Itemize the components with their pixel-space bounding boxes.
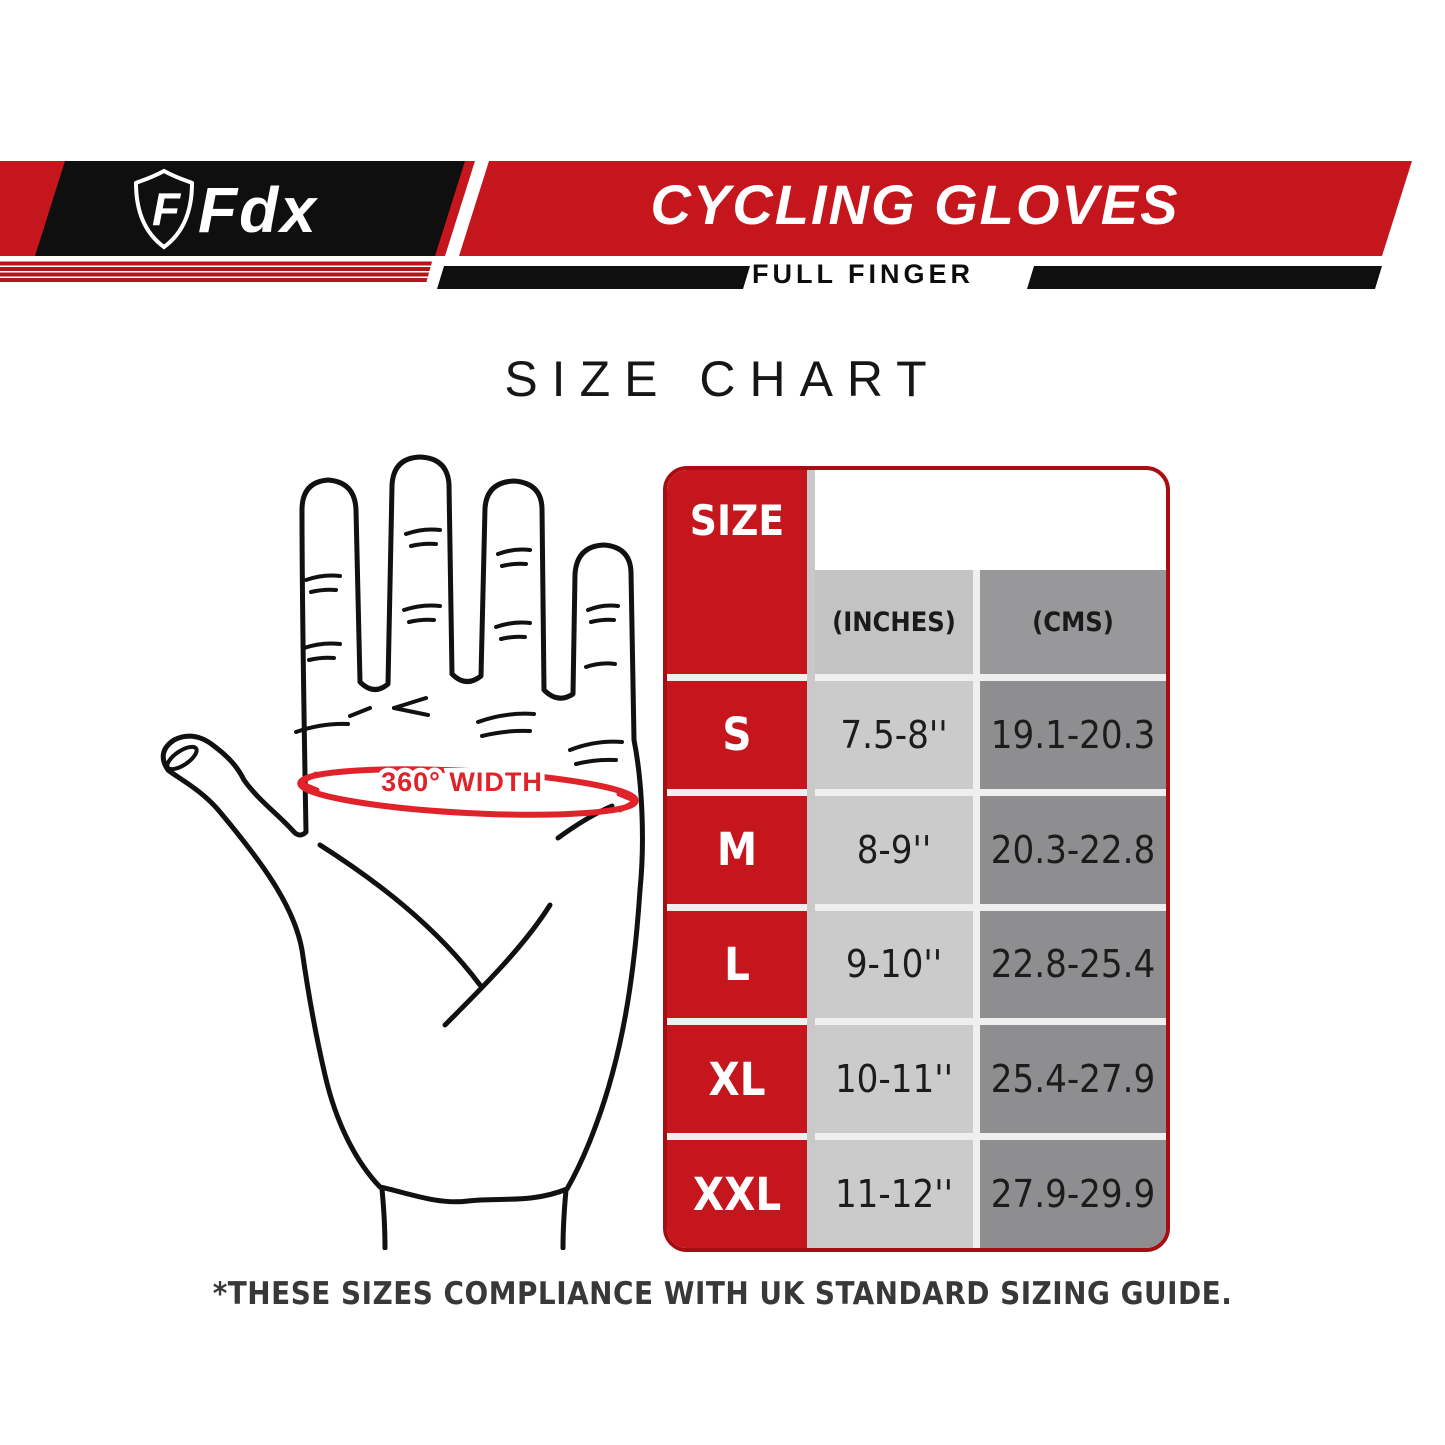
cms-value: 19.1-20.3 [980,681,1166,789]
palm-creases [317,803,615,1028]
size-column-header: SIZE [689,495,785,545]
table-vertical-divider [807,470,815,1248]
section-title: SIZE CHART [504,351,941,407]
brand-logo-text: Fdx [198,174,318,246]
hand-width-header: HAND WIDTH [849,495,1132,545]
table-row: 9-10'' 22.8-25.4 [815,903,1166,1019]
column-gap [973,795,980,904]
wrist-lines [379,1186,569,1250]
table-row: 7.5-8'' 19.1-20.3 [815,674,1166,789]
fdx-shield-letter: F [152,183,182,235]
header-pinstripes [0,261,432,282]
cms-value: 20.3-22.8 [980,795,1166,904]
column-gap [973,1140,980,1248]
size-label: XXL [667,1133,807,1248]
table-row: 11-12'' 27.9-29.9 [815,1133,1166,1248]
hand-measurement-diagram: 360° WIDTH [160,454,645,1250]
table-row: 8-9'' 20.3-22.8 [815,788,1166,904]
header-white-slash [445,161,489,256]
column-gap [973,681,980,789]
inches-value: 11-12'' [815,1140,973,1248]
header-title: CYCLING GLOVES [650,173,1180,236]
cms-value: 25.4-27.9 [980,1025,1166,1134]
footnote: *THESE SIZES COMPLIANCE WITH UK STANDARD… [212,1276,1233,1312]
inches-value: 8-9'' [815,795,973,904]
inches-subheader: (INCHES) [815,570,973,674]
header-black-bar-left [437,266,750,289]
finger-creases [302,527,620,669]
width-measure-ellipse [297,766,639,818]
fdx-shield-icon: F [133,168,195,250]
size-label: S [667,674,807,789]
size-table: SIZE S M L XL XXL HAND WIDTH (INCHES) (C… [663,466,1170,1252]
header-black-bar-right [1027,266,1382,289]
hand-width-columns: HAND WIDTH (INCHES) (CMS) 7.5-8'' 19.1-2… [815,470,1166,1248]
column-gap [973,570,980,674]
cms-value: 27.9-29.9 [980,1140,1166,1248]
thumb-nail [165,744,199,772]
column-gap [973,910,980,1019]
size-label: XL [667,1018,807,1133]
cms-subheader: (CMS) [980,570,1166,674]
inches-value: 10-11'' [815,1025,973,1134]
size-header-spacer [667,570,807,674]
knuckle-creases [294,696,624,766]
size-label: M [667,788,807,904]
table-row: 10-11'' 25.4-27.9 [815,1018,1166,1134]
size-column: SIZE S M L XL XXL [667,470,807,1248]
cms-value: 22.8-25.4 [980,910,1166,1019]
header-subtitle: FULL FINGER [752,259,974,289]
width-annotation: 360° WIDTH [381,767,543,797]
size-label: L [667,903,807,1019]
unit-subheader-row: (INCHES) (CMS) [815,570,1166,674]
inches-value: 9-10'' [815,910,973,1019]
inches-value: 7.5-8'' [815,681,973,789]
column-gap [973,1025,980,1134]
